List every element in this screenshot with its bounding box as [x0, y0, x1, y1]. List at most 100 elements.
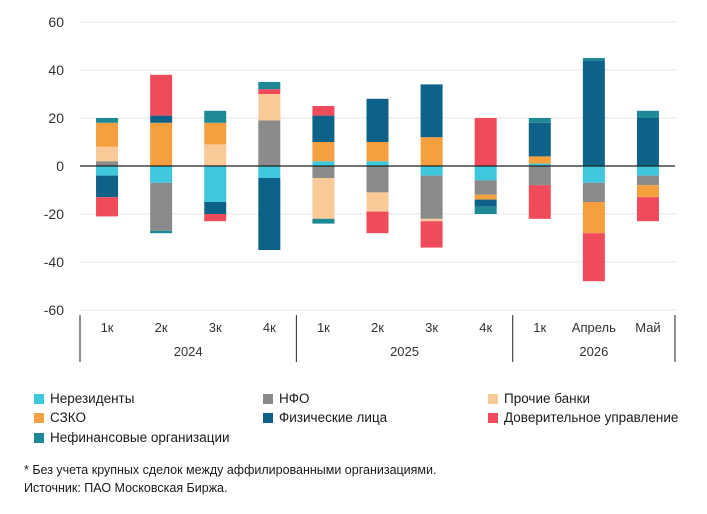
footnote-source: Источник: ПАО Московская Биржа.	[24, 481, 228, 495]
legend-label: СЗКО	[50, 410, 86, 425]
bar-segment	[96, 197, 119, 217]
bar-segment	[528, 122, 551, 157]
x-tick-label: 1к	[317, 320, 330, 335]
bar-segment	[582, 60, 605, 166]
legend-label: Нефинансовые организации	[50, 430, 230, 445]
bar-segment	[528, 156, 551, 164]
footnote: * Без учета крупных сделок между аффилир…	[24, 461, 436, 497]
bar-segment	[474, 180, 497, 195]
bar-segment	[258, 120, 281, 166]
bar-segment	[204, 166, 227, 202]
bar-segment	[366, 166, 389, 193]
legend-swatch	[34, 432, 44, 443]
bar-segment	[528, 163, 551, 166]
x-group-label: 2026	[579, 344, 608, 359]
bar-segment	[96, 122, 119, 147]
bar-segment	[96, 146, 119, 162]
x-tick-label: 2к	[155, 320, 168, 335]
bar-segment	[636, 197, 659, 222]
bar-segment	[366, 142, 389, 162]
bar-segment	[96, 175, 119, 198]
legend-item-other-banks: Прочие банки	[488, 391, 590, 406]
x-tick-label: 1к	[533, 320, 546, 335]
y-tick-label: 20	[48, 110, 64, 126]
x-tick-label: 3к	[209, 320, 222, 335]
bar-segment	[150, 74, 173, 116]
bar-segment	[258, 89, 281, 94]
bar-segment	[150, 122, 173, 166]
bar-segment	[528, 185, 551, 219]
legend-swatch	[263, 412, 273, 423]
bar-segment	[96, 118, 119, 123]
bar-segment	[528, 166, 551, 186]
bar-segment	[366, 192, 389, 212]
bar-segment	[636, 175, 659, 186]
legend-label: Физические лица	[279, 410, 388, 425]
bar-segment	[312, 218, 335, 224]
bar-segment	[420, 166, 443, 176]
bar-segment	[420, 84, 443, 138]
legend-item-nonfinancial-orgs: Нефинансовые организации	[34, 430, 230, 445]
bar-segment	[636, 118, 659, 166]
bar-segment	[366, 211, 389, 234]
bar-segment	[204, 144, 227, 166]
x-tick-label: 4к	[263, 320, 276, 335]
bar-segment	[312, 178, 335, 219]
y-tick-label: 40	[48, 62, 64, 78]
bar-segment	[312, 161, 335, 166]
y-tick-label: -60	[44, 302, 64, 318]
legend-label: Прочие банки	[504, 391, 591, 406]
bar-segment	[636, 166, 659, 176]
y-tick-label: 0	[56, 158, 64, 174]
bar-segment	[420, 175, 443, 219]
y-tick-label: 60	[48, 14, 64, 30]
bar-segment	[258, 178, 281, 250]
bar-segment	[582, 182, 605, 202]
bar-segment	[150, 115, 173, 123]
bar-segment	[204, 110, 227, 123]
legend-swatch	[488, 393, 498, 404]
bar-segment	[96, 161, 119, 166]
legend-item-nonresidents: Нерезиденты	[34, 391, 134, 406]
stacked-bar-chart: 60 40 20 0 -20 -40 -60 1к 2к 3к 4к 1к 2к 3к 4к 1к Апрель…	[44, 14, 676, 362]
y-tick-label: -40	[44, 254, 64, 270]
bar-segment	[420, 221, 443, 248]
bar-segment	[636, 110, 659, 118]
bar-segment	[150, 166, 173, 183]
legend-swatch	[488, 412, 498, 423]
bar-segment	[366, 161, 389, 166]
legend: Нерезиденты НФО Прочие банки СЗКО Физиче…	[34, 387, 704, 451]
legend-item-individuals: Физические лица	[263, 410, 387, 425]
bar-segment	[204, 214, 227, 222]
bar-segment	[258, 82, 281, 90]
bar-segment	[420, 218, 443, 222]
bar-segment	[636, 185, 659, 198]
x-group-label: 2025	[390, 344, 419, 359]
bar-segment	[366, 98, 389, 142]
x-tick-label: Апрель	[572, 320, 616, 335]
legend-swatch	[34, 412, 44, 423]
bar-segment	[528, 118, 551, 123]
legend-item-trust-management: Доверительное управление	[488, 410, 678, 425]
bar-segment	[258, 94, 281, 121]
legend-swatch	[34, 393, 44, 404]
legend-swatch	[263, 393, 273, 404]
bar-segment	[312, 115, 335, 142]
bar-segment	[150, 182, 173, 231]
x-tick-label: 2к	[371, 320, 384, 335]
bar-segment	[420, 137, 443, 166]
bar-segment	[96, 166, 119, 176]
bar-segment	[582, 233, 605, 282]
bar-segment	[474, 194, 497, 200]
bar-segment	[312, 142, 335, 162]
bar-segment	[312, 166, 335, 178]
y-tick-label: -20	[44, 206, 64, 222]
footnote-note: * Без учета крупных сделок между аффилир…	[24, 463, 437, 477]
bar-segment	[582, 58, 605, 61]
bar-segment	[312, 106, 335, 116]
legend-item-nfo: НФО	[263, 391, 310, 406]
legend-label: Нерезиденты	[50, 391, 135, 406]
bar-segment	[150, 230, 173, 234]
bar-segment	[474, 118, 497, 166]
legend-item-szko: СЗКО	[34, 410, 86, 425]
